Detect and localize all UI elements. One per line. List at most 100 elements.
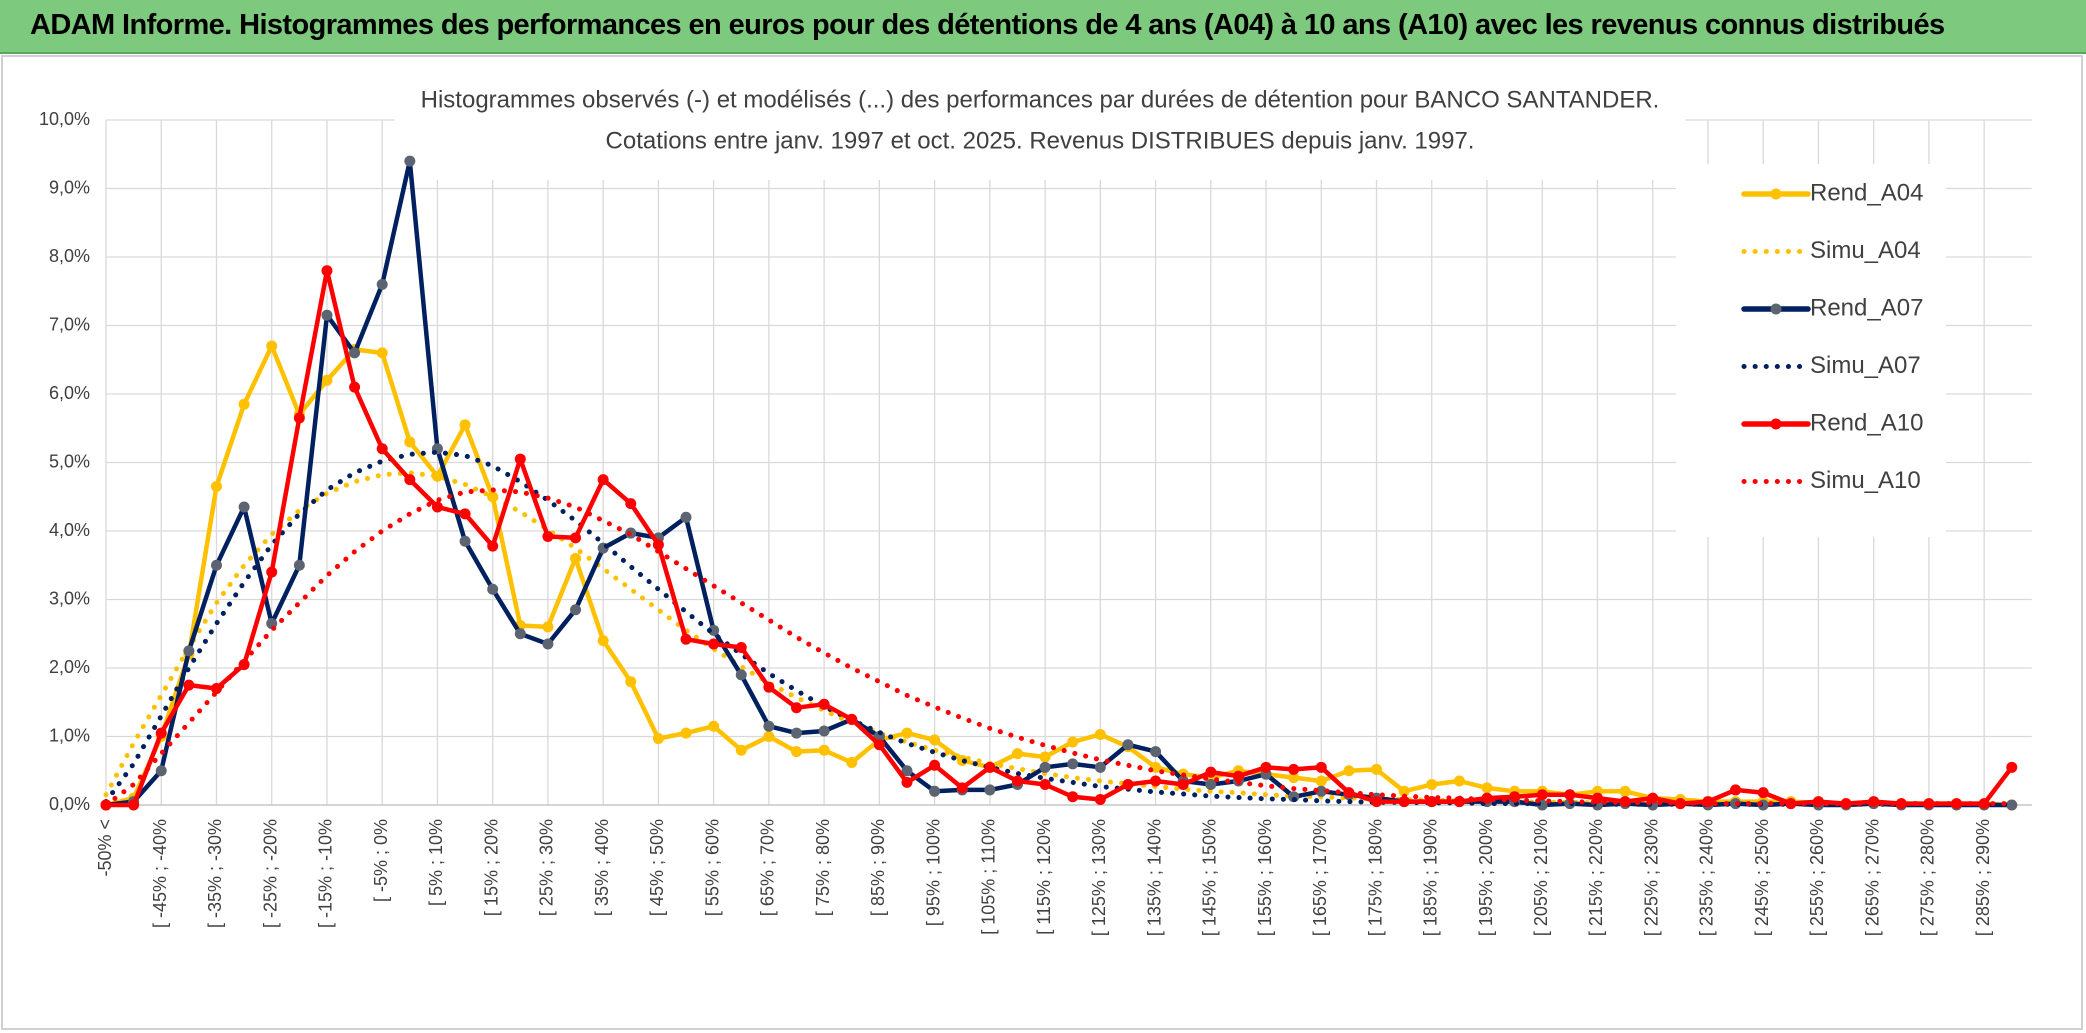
x-tick-label: [ -15% ; -10% — [316, 819, 336, 928]
data-point — [708, 720, 720, 732]
data-point — [459, 535, 471, 547]
x-tick-label: [ 125% ; 130% — [1089, 819, 1109, 936]
y-tick-label: 8,0% — [49, 246, 90, 266]
data-point — [791, 702, 802, 714]
x-tick-label: [ 165% ; 170% — [1310, 819, 1330, 936]
legend-label: Simu_A04 — [1810, 237, 1921, 264]
data-point — [321, 374, 333, 386]
x-tick-label: [ -35% ; -30% — [205, 819, 225, 928]
x-tick-label: [ 25% ; 30% — [537, 819, 557, 916]
data-point — [459, 419, 471, 431]
data-point — [349, 347, 361, 359]
x-tick-label: [ 245% ; 250% — [1752, 819, 1772, 936]
data-point — [183, 645, 195, 657]
y-tick-label: 1,0% — [49, 725, 90, 745]
data-point — [293, 412, 305, 424]
data-point — [1039, 751, 1051, 763]
data-point — [763, 731, 775, 742]
data-point — [155, 727, 167, 739]
data-point — [155, 765, 167, 777]
data-point — [1923, 798, 1935, 810]
y-tick-label: 0,0% — [49, 794, 90, 814]
chart-title: Histogrammes observés (-) et modélisés (… — [421, 86, 1660, 113]
x-tick-label: [ 255% ; 260% — [1807, 819, 1827, 936]
data-point — [349, 381, 361, 393]
data-point — [1288, 772, 1300, 784]
data-point — [680, 633, 692, 645]
data-point — [238, 501, 250, 513]
data-point — [1481, 782, 1493, 794]
x-tick-label: [ 175% ; 180% — [1365, 819, 1385, 936]
data-point — [735, 641, 747, 653]
x-tick-label: [ 105% ; 110% — [979, 819, 999, 935]
data-point — [1895, 798, 1907, 810]
data-point — [846, 713, 858, 725]
data-point — [929, 785, 941, 797]
header-bar: ADAM Informe. Histogrammes des performan… — [0, 0, 2086, 54]
data-point — [735, 669, 747, 681]
data-point — [542, 621, 554, 633]
data-point — [376, 347, 388, 359]
x-tick-label: [ 135% ; 140% — [1144, 819, 1164, 936]
data-point — [210, 480, 222, 492]
x-tick-label: [ 145% ; 150% — [1200, 819, 1220, 936]
x-tick-label: [ 205% ; 210% — [1531, 819, 1551, 936]
data-point — [1757, 787, 1769, 799]
data-point — [652, 539, 664, 551]
data-point — [210, 683, 222, 695]
y-tick-label: 2,0% — [49, 657, 90, 677]
data-point — [183, 679, 195, 691]
x-tick-label: [ 215% ; 220% — [1586, 819, 1606, 936]
data-point — [846, 757, 858, 769]
data-point — [1453, 775, 1465, 787]
data-point — [680, 727, 692, 739]
data-point — [404, 155, 416, 167]
data-point — [735, 744, 747, 756]
data-point — [597, 474, 609, 486]
data-point — [1398, 785, 1410, 797]
x-tick-label: [ 35% ; 40% — [592, 819, 612, 916]
x-tick-label: -50% < — [95, 819, 115, 877]
data-point — [1011, 775, 1023, 787]
data-point — [652, 733, 664, 745]
x-tick-label: [ 55% ; 60% — [702, 819, 722, 916]
data-point — [763, 720, 775, 732]
data-point — [1232, 770, 1244, 782]
data-point — [929, 759, 941, 771]
x-tick-label: [ 75% ; 80% — [813, 819, 833, 916]
data-point — [514, 453, 526, 465]
data-point — [625, 498, 637, 510]
data-point — [1315, 761, 1327, 773]
data-point — [1343, 765, 1355, 777]
data-point — [1426, 796, 1438, 808]
data-point — [1039, 778, 1051, 790]
data-point — [1177, 778, 1189, 790]
data-point — [404, 474, 416, 486]
data-point — [1288, 763, 1300, 775]
x-tick-label: [ 115% ; 120% — [1034, 819, 1054, 935]
simulated-line — [103, 470, 2015, 807]
data-point — [238, 659, 250, 671]
legend-label: Rend_A10 — [1810, 409, 1923, 436]
y-tick-label: 4,0% — [49, 520, 90, 540]
data-point — [376, 278, 388, 290]
data-point — [321, 265, 333, 277]
data-point — [1481, 792, 1493, 804]
data-point — [873, 739, 885, 751]
data-point — [708, 638, 720, 650]
data-point — [321, 309, 333, 321]
header-title: ADAM Informe. Histogrammes des performan… — [30, 9, 1945, 41]
data-point — [1564, 789, 1576, 801]
legend-marker — [1770, 418, 1782, 430]
data-point — [818, 698, 830, 710]
data-point — [542, 638, 554, 650]
x-tick-label: [ 5% ; 10% — [426, 819, 446, 906]
data-point — [1205, 766, 1217, 778]
data-point — [1094, 761, 1106, 773]
data-point — [2006, 761, 2018, 773]
data-point — [487, 583, 499, 595]
legend-marker — [1770, 303, 1782, 315]
data-point — [1951, 798, 1963, 810]
data-point — [984, 761, 996, 773]
data-point — [1730, 784, 1742, 796]
